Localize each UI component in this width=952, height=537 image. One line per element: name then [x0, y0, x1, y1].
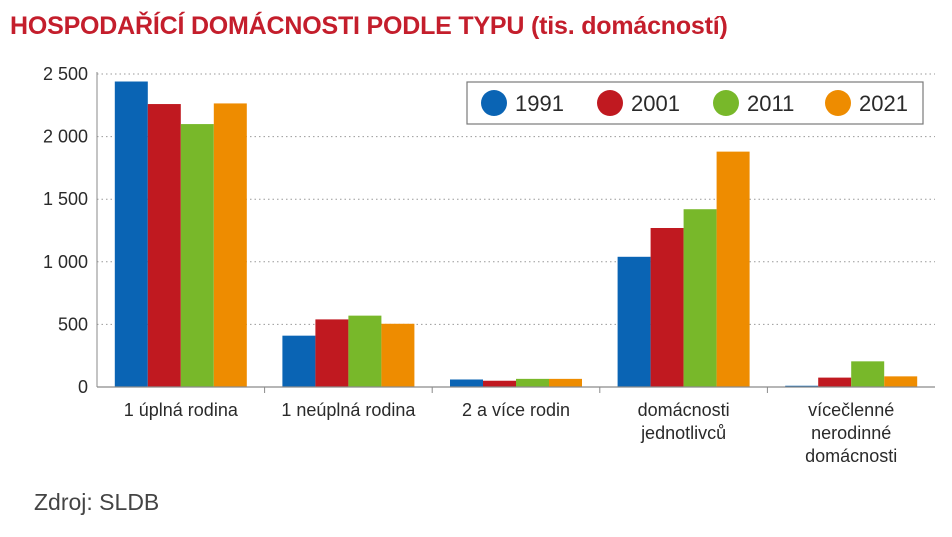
- bar-1991: [114, 81, 148, 388]
- bar-2011: [180, 124, 214, 387]
- bar-2001: [483, 380, 516, 387]
- legend-label: 1991: [515, 91, 564, 116]
- y-tick-label: 500: [58, 314, 88, 334]
- bar-2011: [516, 378, 549, 387]
- legend: 1991 2001 2011 2021: [466, 81, 924, 125]
- legend-label: 2001: [631, 91, 680, 116]
- bar-2001: [818, 377, 852, 387]
- category-label: 2 a více rodin: [462, 400, 570, 420]
- legend-label: 2021: [859, 91, 908, 116]
- bar-2001: [315, 319, 349, 387]
- category-label: vícečlenné: [808, 400, 894, 420]
- bar-1991: [617, 256, 651, 387]
- bar-1991: [282, 335, 316, 387]
- bar-2011: [683, 209, 717, 387]
- y-axis-ticks: 0 500 1 000 1 500 2 000 2 500: [43, 64, 88, 397]
- legend-label: 2011: [747, 91, 794, 116]
- x-axis: [96, 72, 935, 393]
- category-label: jednotlivců: [640, 423, 726, 443]
- bar-2001: [650, 227, 684, 387]
- bar-2011: [851, 361, 885, 387]
- y-tick-label: 2 500: [43, 64, 88, 84]
- category-label: domácnosti: [805, 446, 897, 466]
- bar-1991: [450, 379, 483, 387]
- bar-2021: [213, 103, 247, 387]
- legend-marker-2021: [825, 90, 851, 116]
- bar-2021: [884, 376, 918, 387]
- bar-2021: [381, 323, 415, 387]
- legend-marker-2001: [597, 90, 623, 116]
- y-tick-label: 1 500: [43, 189, 88, 209]
- category-label: nerodinné: [811, 423, 891, 443]
- y-tick-label: 0: [78, 377, 88, 397]
- legend-marker-2011: [713, 90, 739, 116]
- bars: [114, 81, 918, 388]
- category-labels: 1 úplná rodina 1 neúplná rodina 2 a více r…: [124, 400, 897, 466]
- source-note: Zdroj: SLDB: [34, 489, 160, 515]
- bar-2011: [348, 315, 382, 387]
- bar-2001: [147, 104, 181, 387]
- legend-marker-1991: [481, 90, 507, 116]
- y-tick-label: 1 000: [43, 252, 88, 272]
- category-label: 1 neúplná rodina: [281, 400, 416, 420]
- category-label: domácnosti: [638, 400, 730, 420]
- bar-2021: [716, 151, 750, 387]
- category-label: 1 úplná rodina: [124, 400, 239, 420]
- bar-2021: [549, 378, 582, 387]
- y-tick-label: 2 000: [43, 127, 88, 147]
- chart-title: HOSPODAŘÍCÍ DOMÁCNOSTI PODLE TYPU (tis. …: [10, 12, 728, 40]
- bar-1991: [785, 385, 819, 387]
